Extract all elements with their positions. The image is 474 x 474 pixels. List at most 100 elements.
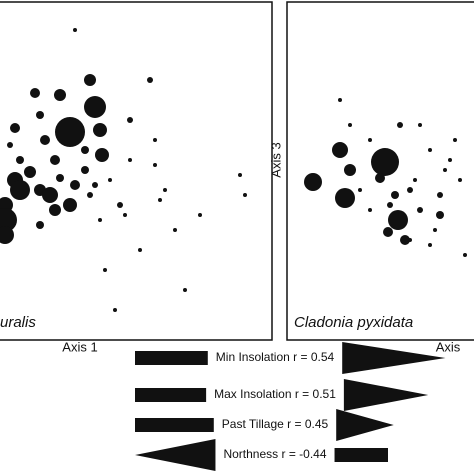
point [103,268,107,272]
vector-name: Northness [223,447,278,461]
point [36,111,44,119]
point [42,187,58,203]
point [10,180,30,200]
point [158,198,162,202]
point [368,138,372,142]
point [63,198,77,212]
point [348,123,352,127]
vector-r: r = 0.45 [287,417,328,431]
point [117,202,123,208]
plot-frame [0,1,273,341]
point [0,208,17,232]
point [95,148,109,162]
point [375,173,385,183]
point [397,122,403,128]
point [123,213,127,217]
vector-label: Min Insolation r = 0.54 [216,350,335,364]
point [383,227,393,237]
point [40,135,50,145]
point [84,96,106,118]
point [387,202,393,208]
point [138,248,142,252]
point [98,218,102,222]
point [368,208,372,212]
vector-name: Max Insolation [214,387,291,401]
point [243,193,247,197]
point [153,138,157,142]
point [463,253,467,257]
point [391,191,399,199]
point [92,182,98,188]
vector-name: Min Insolation [216,350,290,364]
point [84,74,96,86]
point [30,88,40,98]
point [73,28,77,32]
vector-label: Past Tillage r = 0.45 [222,417,329,431]
point [436,211,444,219]
x-axis-label: Axis [436,339,461,354]
point [332,142,348,158]
panel-title: uralis [0,314,36,331]
point [407,187,413,193]
point [87,192,93,198]
point [183,288,187,292]
point [453,138,457,142]
point [335,188,355,208]
point [433,228,437,232]
point [16,156,24,164]
vector-r: r = -0.44 [282,447,327,461]
point [70,180,80,190]
point [443,168,447,172]
point [54,89,66,101]
point [24,166,36,178]
point [81,166,89,174]
point [93,123,107,137]
point [417,207,423,213]
point [400,235,410,245]
point [448,158,452,162]
point [428,148,432,152]
x-axis-label: Axis 1 [62,339,97,354]
point [458,178,462,182]
point [163,188,167,192]
point [338,98,342,102]
point [418,123,422,127]
vector-arrow [135,342,446,374]
point [127,117,133,123]
vector-arrow [135,409,394,441]
point [413,178,417,182]
point [50,155,60,165]
vector-arrow [135,439,388,471]
vector-r: r = 0.54 [293,350,334,364]
vector-arrow [135,379,429,411]
vector-label: Northness r = -0.44 [223,447,326,461]
point [344,164,356,176]
panel-title: Cladonia pyxidata [294,314,413,331]
point [153,163,157,167]
point [36,221,44,229]
point [238,173,242,177]
point [55,117,85,147]
point [0,226,14,244]
point [198,213,202,217]
point [428,243,432,247]
point [437,192,443,198]
vector-r: r = 0.51 [295,387,336,401]
vector-name: Past Tillage [222,417,284,431]
point [128,158,132,162]
point [113,308,117,312]
point [10,123,20,133]
point [408,238,412,242]
point [388,210,408,230]
plot-frame [286,1,474,341]
point [371,148,399,176]
vector-label: Max Insolation r = 0.51 [214,387,336,401]
point [56,174,64,182]
point [173,228,177,232]
point [147,77,153,83]
point [49,204,61,216]
point [358,188,362,192]
point [81,146,89,154]
point [108,178,112,182]
